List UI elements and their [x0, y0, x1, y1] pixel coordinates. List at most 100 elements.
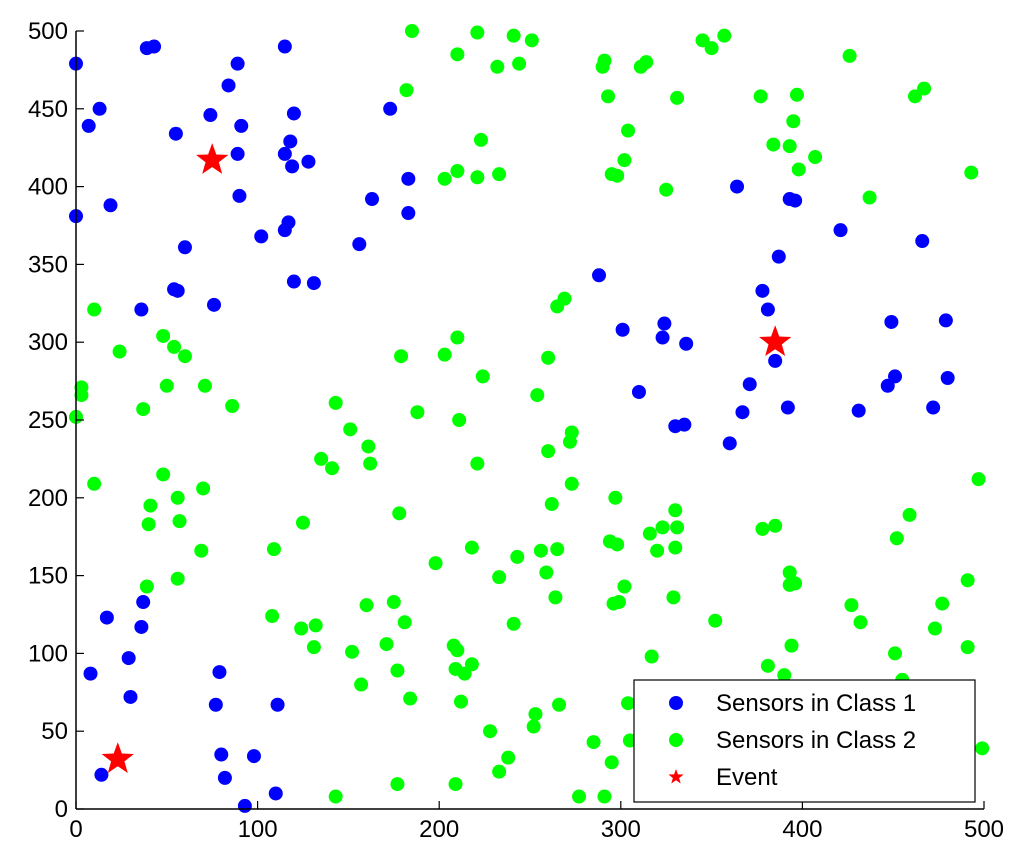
series-2-point: [506, 28, 521, 43]
series-1-point: [134, 619, 149, 634]
series-2-point: [470, 25, 485, 40]
series-2-point: [399, 83, 414, 98]
series-2-point: [506, 616, 521, 631]
series-2-point: [87, 476, 102, 491]
series-2-point: [141, 517, 156, 532]
series-1-point: [123, 689, 138, 704]
series-2-point: [343, 422, 358, 437]
series-2-point: [907, 89, 922, 104]
series-2-point: [266, 542, 281, 557]
series-2-point: [492, 167, 507, 182]
series-1-point: [742, 377, 757, 392]
series-2-point: [501, 750, 516, 765]
series-2-point: [617, 579, 632, 594]
series-2-point: [844, 598, 859, 613]
series-2-point: [544, 497, 559, 512]
series-2-point: [659, 182, 674, 197]
series-2-point: [617, 153, 632, 168]
series-2-point: [437, 347, 452, 362]
series-2-point: [194, 543, 209, 558]
y-tick-label: 500: [28, 18, 68, 45]
series-2-point: [862, 190, 877, 205]
x-tick-label: 300: [601, 816, 641, 843]
series-2-point: [666, 590, 681, 605]
series-2-point: [597, 789, 612, 804]
series-2-point: [437, 171, 452, 186]
series-1-point: [230, 56, 245, 71]
series-1-point: [306, 276, 321, 291]
series-1-point: [203, 108, 218, 123]
axes-layer: 0 100 200 300 400 500 0 50 100 150 200 250 300 350 400…: [28, 18, 1004, 843]
series-2-point: [755, 521, 770, 536]
series-2-point: [768, 518, 783, 533]
series-1-point: [771, 249, 786, 264]
x-tick-label: 400: [782, 816, 822, 843]
series-2-point: [960, 640, 975, 655]
series-2-point: [808, 150, 823, 165]
series-2-point: [172, 514, 187, 529]
series-2-point: [170, 571, 185, 586]
series-1-point: [230, 146, 245, 161]
event-star-point: [196, 143, 229, 174]
series-2-point: [604, 167, 619, 182]
series-1-point: [94, 767, 109, 782]
series-2-point: [294, 621, 309, 636]
series-2-point: [644, 649, 659, 664]
series-1-point: [788, 193, 803, 208]
series-2-point: [354, 677, 369, 692]
series-2-point: [397, 615, 412, 630]
series-2-point: [670, 90, 685, 105]
series-2-point: [784, 638, 799, 653]
series-1-point: [677, 417, 692, 432]
series-1-point: [938, 313, 953, 328]
series-2-point: [296, 515, 310, 530]
series-2-point: [777, 668, 792, 683]
series-2-point: [789, 87, 804, 102]
series-2-point: [156, 328, 171, 343]
series-2-point: [541, 444, 556, 459]
series-2-point: [410, 405, 425, 420]
series-2-point: [528, 707, 543, 722]
y-tick-label: 0: [55, 796, 68, 823]
series-1-point: [365, 192, 380, 207]
series-2-point: [782, 139, 797, 154]
series-2-point: [610, 537, 625, 552]
series-1-point: [92, 101, 107, 116]
series-2-point: [143, 498, 158, 513]
series-2-point: [550, 299, 565, 314]
series-1-point: [207, 297, 222, 312]
series-2-point: [960, 573, 975, 588]
series-2-point: [611, 595, 626, 610]
series-2-point: [572, 789, 587, 804]
series-1-point: [147, 39, 162, 54]
series-2-point: [782, 577, 797, 592]
series-2-point: [853, 615, 868, 630]
series-2-point: [167, 339, 182, 354]
series-2-point: [791, 162, 806, 177]
series-2-point: [562, 434, 577, 449]
legend-box: [633, 679, 976, 803]
series-2-point: [457, 666, 472, 681]
y-tick-label: 350: [28, 251, 68, 278]
series-2-point: [470, 456, 485, 471]
series-1-point: [926, 400, 941, 415]
series-1-point: [285, 159, 300, 174]
series-1-point: [99, 610, 114, 625]
series-2-point: [306, 640, 321, 655]
series-1-point: [83, 666, 98, 681]
series-2-point: [604, 755, 619, 770]
series-1-point: [286, 106, 301, 121]
x-tick-label: 200: [419, 816, 459, 843]
series-2-point: [225, 398, 240, 413]
series-2-point: [766, 137, 781, 152]
series-1-point: [768, 353, 783, 368]
series-2-point: [156, 467, 171, 482]
series-2-point: [404, 24, 419, 38]
series-2-point: [633, 59, 648, 74]
series-2-point: [595, 59, 610, 74]
series-1-point: [121, 651, 136, 666]
series-1-point: [234, 118, 249, 133]
series-1-point: [940, 370, 955, 385]
series-3: [101, 143, 792, 773]
